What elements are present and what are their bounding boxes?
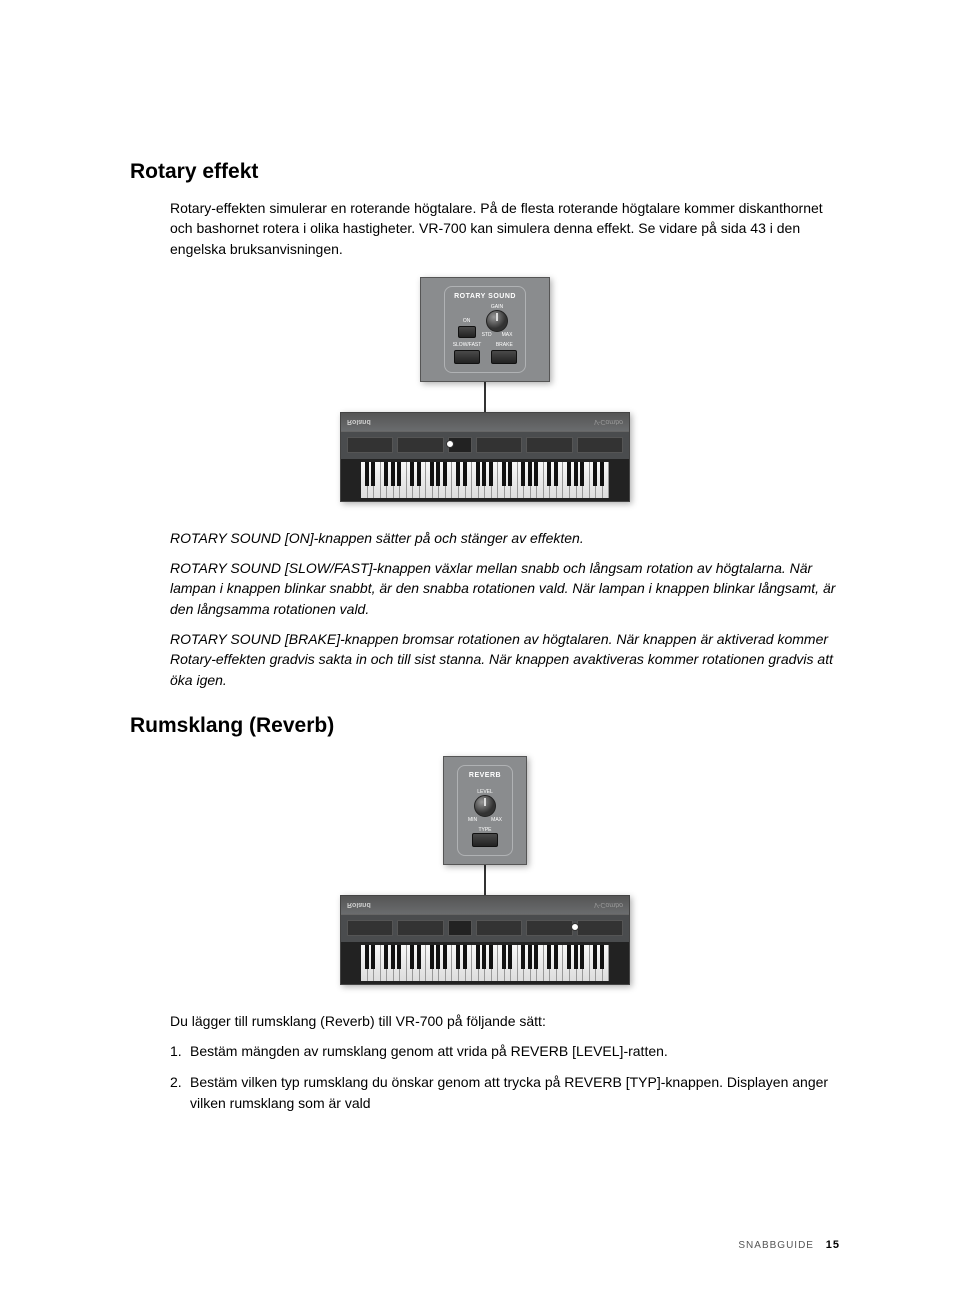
brand-logo-2: Roland xyxy=(347,901,371,908)
rotary-para3: ROTARY SOUND [BRAKE]-knappen bromsar rot… xyxy=(170,629,840,690)
type-button xyxy=(472,833,498,847)
rotary-panel: ROTARY SOUND ON GAIN STD MAX xyxy=(420,277,550,382)
section-title-reverb: Rumsklang (Reverb) xyxy=(130,714,840,738)
gain-knob xyxy=(486,310,508,332)
connector-line xyxy=(484,382,486,412)
keyboard-illustration-2: Roland V-Combo xyxy=(340,895,630,985)
page-number: 15 xyxy=(826,1239,840,1251)
step-number: 1. xyxy=(170,1041,190,1062)
connector-dot-2 xyxy=(571,923,579,931)
rotary-diagram: ROTARY SOUND ON GAIN STD MAX xyxy=(130,277,840,510)
max-label: MAX xyxy=(502,332,513,338)
list-item: 1. Bestäm mängden av rumsklang genom att… xyxy=(170,1041,840,1062)
rotary-intro: Rotary-effekten simulerar en roterande h… xyxy=(170,198,840,259)
piano-keys xyxy=(341,459,629,501)
rotary-para1: ROTARY SOUND [ON]-knappen sätter på och … xyxy=(170,528,840,548)
step-text: Bestäm vilken typ rumsklang du önskar ge… xyxy=(190,1072,840,1114)
connector-line-2 xyxy=(484,865,486,895)
rotary-panel-title: ROTARY SOUND xyxy=(454,293,516,300)
on-label: ON xyxy=(463,318,471,324)
step-text: Bestäm mängden av rumsklang genom att vr… xyxy=(190,1041,668,1062)
page-footer: SNABBGUIDE 15 xyxy=(738,1239,840,1251)
step-number: 2. xyxy=(170,1072,190,1114)
keyboard-illustration: Roland V-Combo xyxy=(340,412,630,502)
brake-button xyxy=(491,350,517,364)
footer-label: SNABBGUIDE xyxy=(738,1240,814,1251)
gain-label: GAIN xyxy=(491,304,503,310)
slowfast-label: SLOW/FAST xyxy=(453,342,482,348)
piano-keys-2 xyxy=(341,942,629,984)
reverb-panel-title: REVERB xyxy=(469,772,501,779)
section-title-rotary: Rotary effekt xyxy=(130,160,840,184)
rotary-para2: ROTARY SOUND [SLOW/FAST]-knappen växlar … xyxy=(170,558,840,619)
reverb-intro: Du lägger till rumsklang (Reverb) till V… xyxy=(170,1011,840,1031)
reverb-steps: 1. Bestäm mängden av rumsklang genom att… xyxy=(170,1041,840,1114)
connector-dot xyxy=(446,440,454,448)
model-text: V-Combo xyxy=(594,418,623,425)
reverb-max-label: MAX xyxy=(491,817,502,823)
brake-label: BRAKE xyxy=(496,342,513,348)
min-label: MIN xyxy=(468,817,477,823)
slowfast-button xyxy=(454,350,480,364)
list-item: 2. Bestäm vilken typ rumsklang du önskar… xyxy=(170,1072,840,1114)
rotary-on-button xyxy=(458,326,476,338)
reverb-diagram: REVERB LEVEL MIN MAX TYPE Roland V-Combo xyxy=(130,756,840,993)
brand-logo: Roland xyxy=(347,418,371,425)
model-text-2: V-Combo xyxy=(594,901,623,908)
level-knob xyxy=(474,795,496,817)
reverb-panel: REVERB LEVEL MIN MAX TYPE xyxy=(443,756,527,865)
std-label: STD xyxy=(482,332,492,338)
